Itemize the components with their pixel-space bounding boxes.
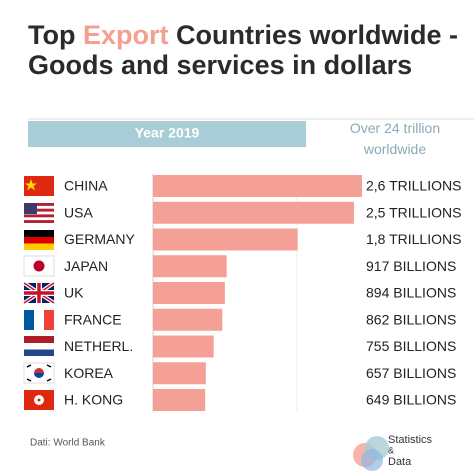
category-label: FRANCE [64,311,122,327]
bar [153,228,298,251]
value-label: 894 BILLIONS [366,285,456,301]
title-part: Countries worldwide - Goods and services… [28,20,459,80]
value-label: 862 BILLIONS [366,311,456,327]
bar [153,201,354,224]
year-banner [28,121,306,147]
category-label: NETHERL. [64,338,133,354]
flags [22,176,56,410]
logo-text: Data [388,456,412,468]
bar [153,362,206,385]
logo-circle [361,449,383,471]
value-label: 1,8 TRILLIONS [366,231,461,247]
category-label: UK [64,285,84,301]
bar [153,389,206,411]
value-label: 2,5 TRILLIONS [366,204,461,220]
flag-china [24,176,54,196]
flag-netherlands [24,336,54,356]
logo-text: Statistics [388,434,433,446]
annotation: Over 24 trillion worldwide [349,120,441,157]
bar [153,335,214,358]
flag-japan [23,255,55,277]
source: Dati: World Bank [30,438,106,449]
title-highlight: Export [82,20,169,50]
bar [153,175,362,197]
bar [153,255,227,278]
logo-text: & [388,445,394,455]
flag-usa [24,203,54,223]
category-label: JAPAN [64,258,108,274]
category-label: KOREA [64,365,114,381]
bar [153,282,225,304]
value-label: 755 BILLIONS [366,338,456,354]
category-label: GERMANY [64,231,135,247]
flag-uk [22,281,56,305]
value-label: 917 BILLIONS [366,258,456,274]
flag-germany [24,230,54,250]
category-label: H. KONG [64,392,123,408]
logo: Statistics & Data [348,420,474,474]
value-label: 657 BILLIONS [366,365,456,381]
flag-hong-kong [24,390,54,410]
category-label: CHINA [64,178,108,194]
value-label: 649 BILLIONS [366,392,456,408]
value-label: 2,6 TRILLIONS [366,178,461,194]
title-part: Top [28,20,83,50]
subtitle: Year 2019 [135,125,200,141]
bar [153,308,223,331]
chart-title: Top Export Countries worldwide - Goods a… [28,20,474,116]
flag-france [24,310,54,330]
category-label: USA [64,204,93,220]
flag-korea [23,362,55,384]
annotation-box: Over 24 trillion worldwide [349,120,441,157]
